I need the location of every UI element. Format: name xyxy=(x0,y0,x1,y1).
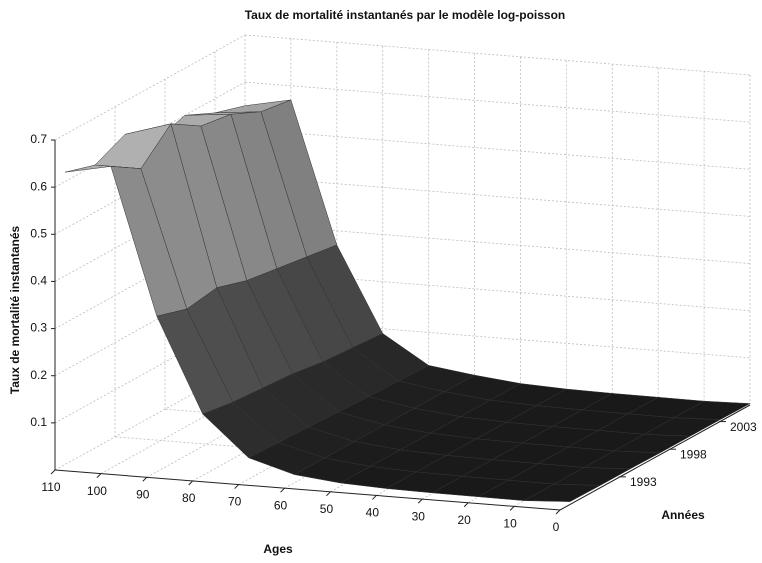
chart-title: Taux de mortalité instantanés par le mod… xyxy=(245,8,566,22)
y-tick-label: 1998 xyxy=(680,447,707,461)
z-tick-label: 0.5 xyxy=(30,226,47,240)
x-tick-label: 60 xyxy=(274,498,288,512)
z-axis-label: Taux de mortalité instantanés xyxy=(8,225,22,394)
x-tick-label: 100 xyxy=(87,484,107,498)
x-tick-label: 70 xyxy=(228,495,242,509)
tick-mark xyxy=(142,476,148,482)
tick-mark xyxy=(509,506,515,511)
z-tick-label: 0.6 xyxy=(30,179,47,193)
x-tick-label: 40 xyxy=(366,506,380,520)
x-tick-label: 20 xyxy=(458,513,472,527)
grid-line xyxy=(244,176,751,217)
y-tick-label: 2003 xyxy=(730,420,757,434)
tick-mark xyxy=(50,469,56,475)
axis-line xyxy=(559,404,751,511)
y-tick-label: 1993 xyxy=(630,475,657,489)
x-tick-label: 50 xyxy=(320,502,334,516)
x-tick-label: 110 xyxy=(41,480,60,494)
tick-mark xyxy=(96,473,102,478)
tick-mark xyxy=(555,509,561,515)
tick-mark xyxy=(463,502,469,508)
axis-line xyxy=(54,469,561,511)
grid-line xyxy=(244,81,751,123)
grid-line xyxy=(244,128,751,170)
y-axis-label: Années xyxy=(661,508,705,522)
tick-mark xyxy=(280,487,285,493)
tick-mark xyxy=(234,484,239,489)
x-tick-label: 0 xyxy=(553,520,560,534)
x-axis-label: Ages xyxy=(263,542,293,556)
x-tick-label: 80 xyxy=(182,491,196,505)
grid-line xyxy=(54,34,246,141)
tick-mark xyxy=(417,498,423,504)
z-tick-label: 0.1 xyxy=(30,415,47,429)
z-tick-label: 0.2 xyxy=(30,368,47,382)
z-tick-label: 0.4 xyxy=(30,274,47,288)
tick-mark xyxy=(372,495,377,500)
z-tick-label: 0.3 xyxy=(30,321,47,335)
tick-mark xyxy=(326,491,331,497)
x-tick-label: 90 xyxy=(136,487,150,501)
z-tick-label: 0.7 xyxy=(30,132,47,146)
x-tick-label: 30 xyxy=(412,509,426,523)
surface-cell xyxy=(523,483,601,502)
x-tick-label: 10 xyxy=(503,517,517,531)
grid-line xyxy=(244,34,751,76)
tick-mark xyxy=(188,480,194,486)
